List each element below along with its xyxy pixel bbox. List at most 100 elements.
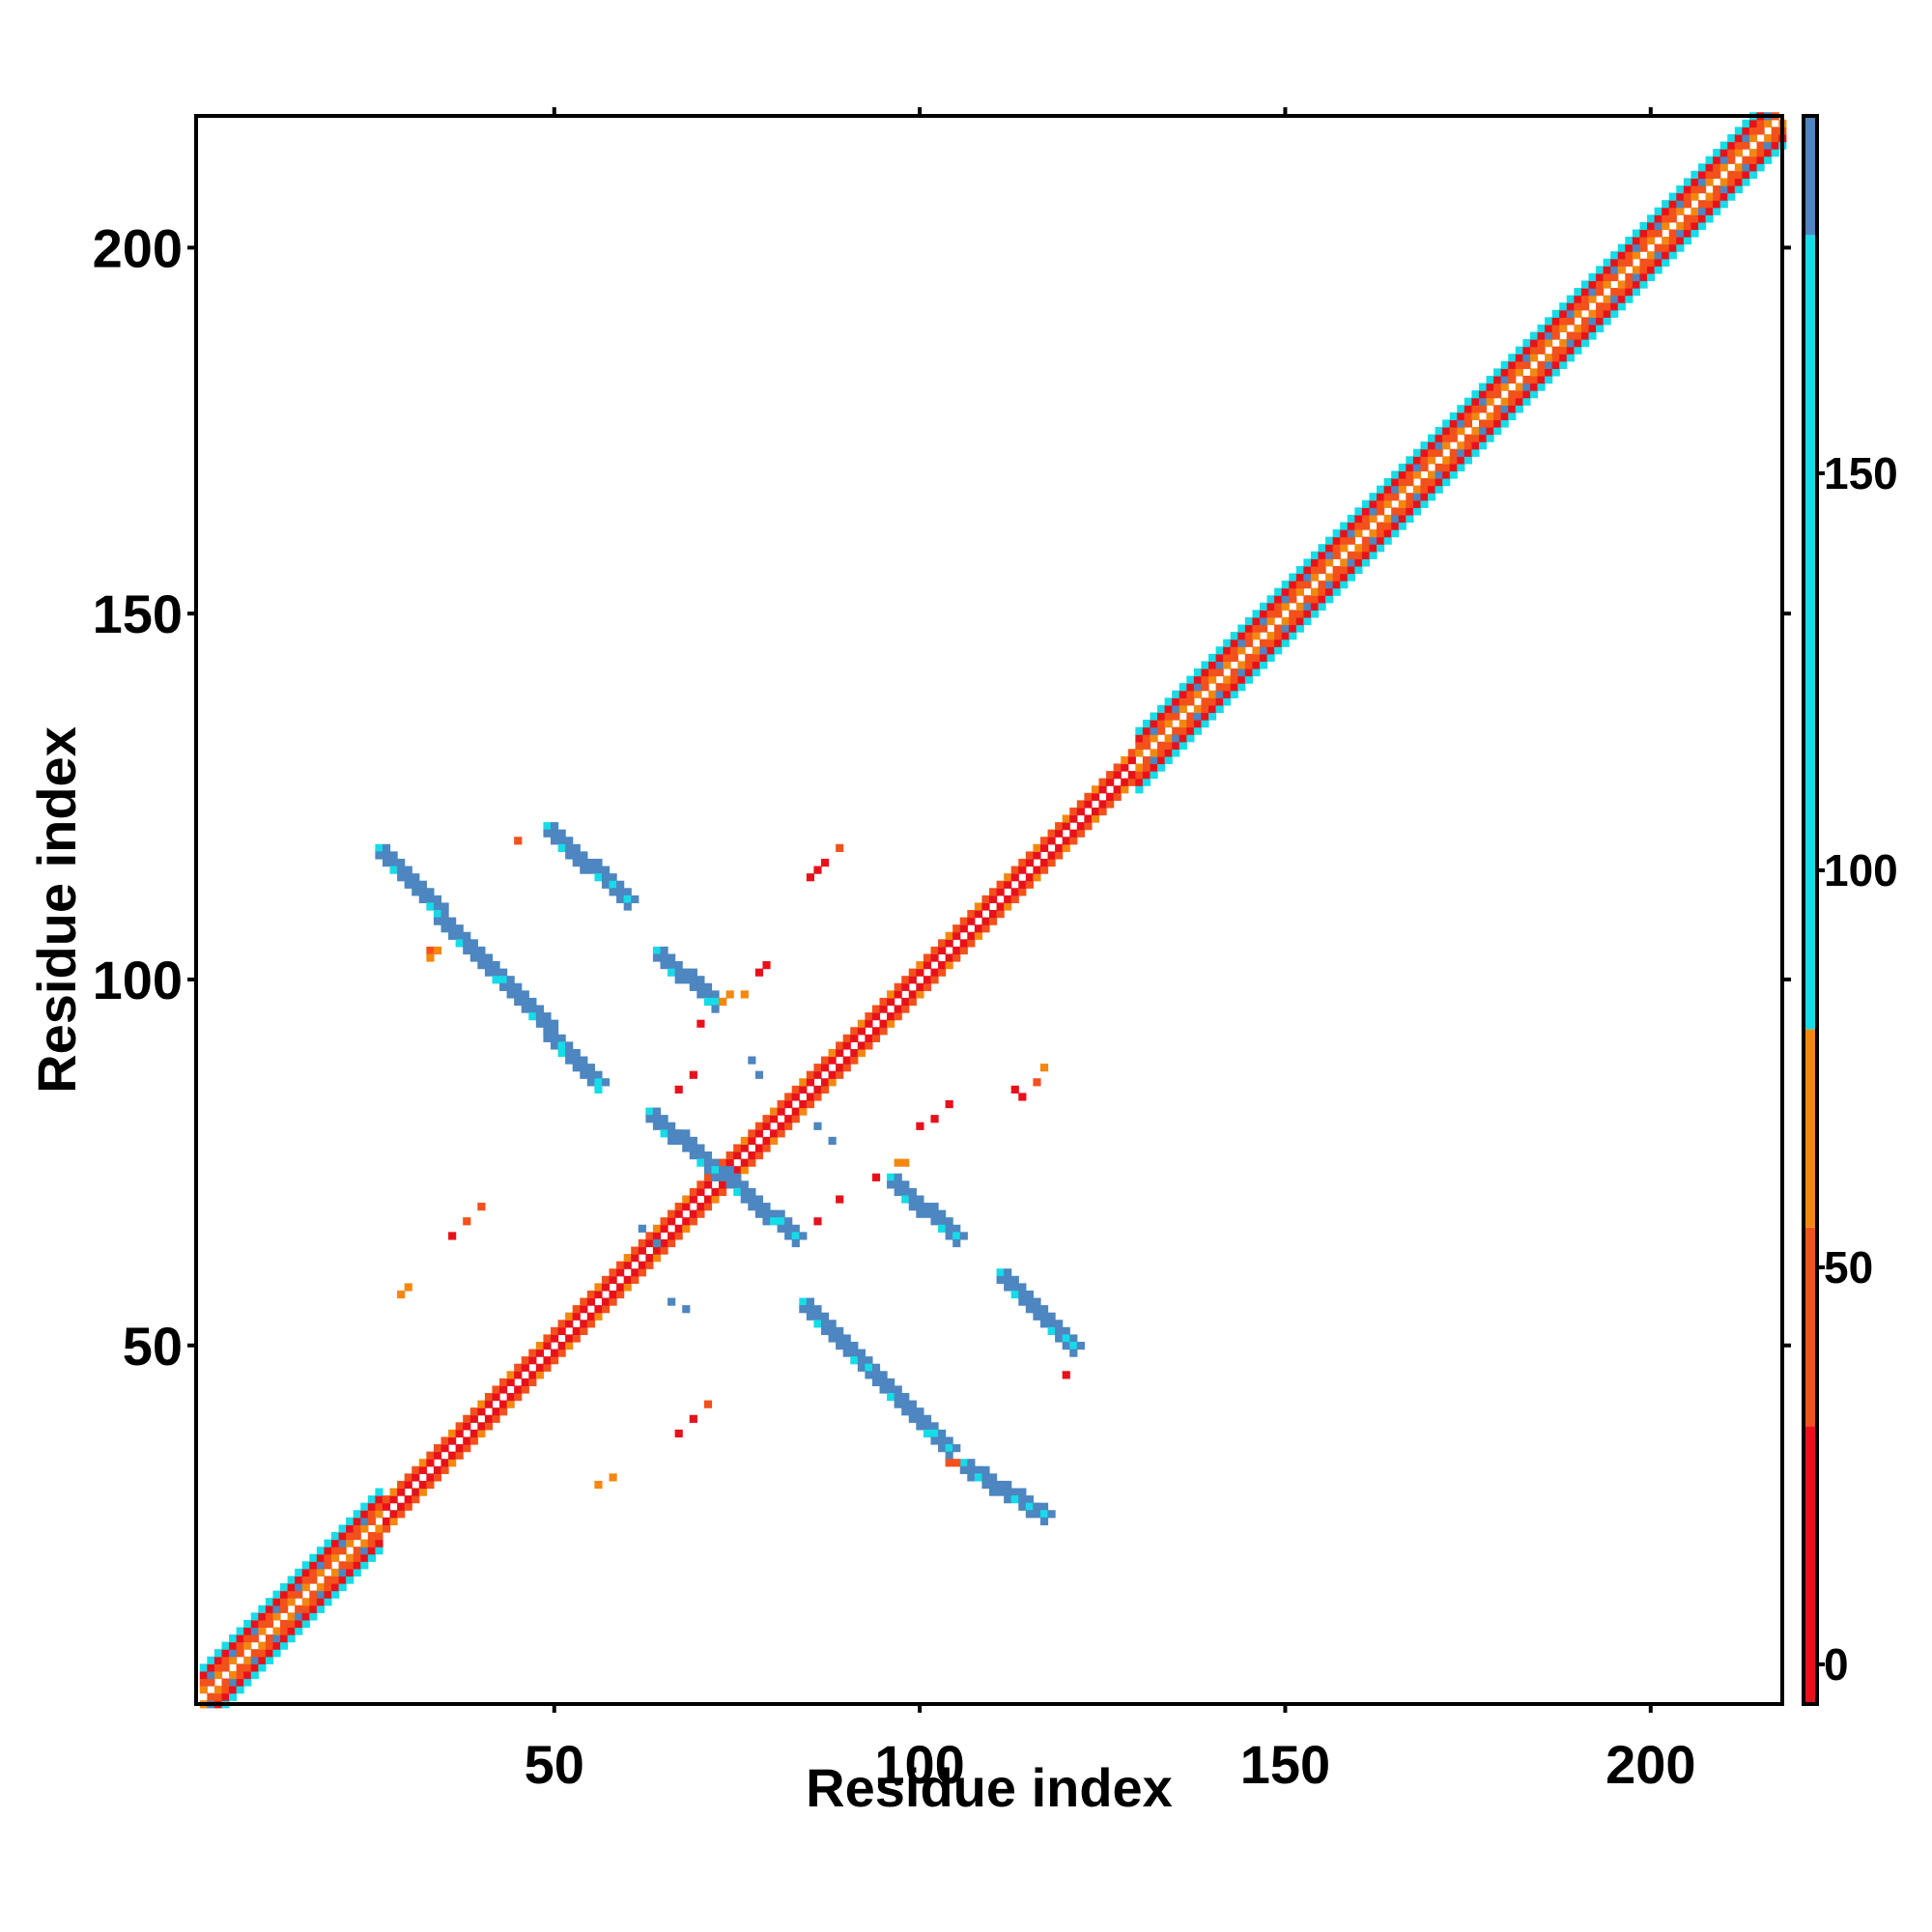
heatmap-cell (828, 1056, 837, 1065)
heatmap-cell (1135, 785, 1144, 794)
heatmap-cell (1062, 843, 1070, 852)
heatmap-cell (1588, 288, 1597, 297)
heatmap-cell (1266, 610, 1275, 618)
heatmap-cell (528, 1349, 537, 1357)
heatmap-cell (1033, 1297, 1041, 1306)
heatmap-cell (1603, 272, 1611, 282)
heatmap-cell (879, 1005, 888, 1013)
heatmap-cell (1406, 456, 1414, 465)
heatmap-cell (1522, 397, 1531, 406)
heatmap-cell (1018, 1297, 1027, 1306)
heatmap-cell (1713, 149, 1721, 157)
heatmap-cell (1252, 668, 1261, 677)
heatmap-cell (1668, 214, 1677, 223)
heatmap-cell (1683, 192, 1692, 201)
heatmap-cell (652, 946, 662, 955)
heatmap-cell (1545, 331, 1553, 340)
heatmap-cell (1215, 690, 1224, 698)
heatmap-cell (682, 968, 691, 977)
heatmap-cell (1705, 207, 1714, 215)
heatmap-cell (543, 1334, 552, 1343)
heatmap-cell (543, 829, 552, 838)
heatmap-cell (521, 1356, 529, 1365)
heatmap-cell (945, 939, 953, 948)
heatmap-cell (243, 1678, 252, 1687)
heatmap-cell (1106, 778, 1115, 786)
heatmap-cell (1632, 266, 1641, 274)
heatmap-cell (894, 982, 902, 991)
heatmap-cell (1406, 514, 1414, 524)
heatmap-cell (404, 873, 412, 882)
heatmap-cell (923, 961, 932, 970)
heatmap-cell (426, 1480, 435, 1490)
heatmap-cell (1193, 704, 1203, 714)
heatmap-cell (346, 1553, 355, 1562)
heatmap-cell (360, 1561, 369, 1570)
heatmap-cell (1055, 1326, 1064, 1336)
heatmap-cell (346, 1517, 355, 1525)
heatmap-cell (1449, 448, 1458, 457)
heatmap-cell (828, 1326, 837, 1336)
heatmap-cell (1690, 192, 1699, 201)
heatmap-cell (1062, 822, 1070, 831)
heatmap-cell (309, 1561, 318, 1570)
heatmap-cell (295, 1619, 303, 1629)
heatmap-cell (1566, 309, 1575, 318)
heatmap-cell (412, 873, 420, 882)
heatmap-cell (974, 902, 983, 911)
heatmap-cell (1347, 522, 1355, 530)
heatmap-cell (703, 1158, 713, 1167)
heatmap-cell (1529, 331, 1539, 340)
heatmap-cell (1545, 354, 1553, 362)
heatmap-cell (923, 953, 932, 962)
heatmap-cell (1478, 405, 1488, 413)
heatmap-cell (631, 895, 639, 904)
heatmap-cell (1091, 814, 1100, 823)
heatmap-cell (360, 1510, 369, 1519)
heatmap-cell (433, 1451, 442, 1460)
heatmap-cell (353, 1547, 361, 1555)
heatmap-cell (1004, 1268, 1012, 1277)
heatmap-cell (908, 1414, 917, 1423)
heatmap-cell (777, 1122, 785, 1130)
heatmap-cell (996, 910, 1005, 919)
heatmap-cell (367, 1495, 376, 1504)
heatmap-cell (740, 990, 749, 999)
heatmap-cell (528, 1005, 537, 1013)
heatmap-cell (1062, 814, 1070, 823)
heatmap-cell (1625, 237, 1634, 245)
heatmap-cell (1545, 360, 1553, 369)
heatmap-cell (1208, 704, 1217, 714)
heatmap-cell (1252, 632, 1261, 640)
heatmap-cell (952, 924, 961, 933)
heatmap-cell (1713, 192, 1721, 201)
heatmap-cell (250, 1619, 259, 1629)
heatmap-cell (353, 1561, 361, 1570)
heatmap-cell (1289, 573, 1297, 582)
heatmap-cell (1719, 141, 1728, 150)
heatmap-cell (850, 1034, 859, 1042)
heatmap-cell (1091, 807, 1100, 816)
heatmap-cell (1332, 529, 1341, 538)
heatmap-cell (426, 953, 435, 962)
heatmap-cell (1274, 602, 1283, 611)
heatmap-cell (272, 1605, 281, 1613)
heatmap-cell (1522, 383, 1531, 391)
heatmap-cell (1668, 200, 1677, 209)
heatmap-cell (894, 990, 902, 999)
heatmap-cell (1377, 499, 1385, 508)
heatmap-cell (1617, 288, 1626, 297)
heatmap-cell (586, 1312, 595, 1321)
heatmap-cell (1493, 390, 1502, 399)
heatmap-cell (1471, 405, 1480, 413)
heatmap-cell (682, 1305, 691, 1314)
heatmap-cell (1435, 434, 1443, 442)
heatmap-cell (1580, 339, 1590, 348)
heatmap-cell (901, 976, 910, 984)
heatmap-cell (1010, 895, 1019, 904)
heatmap-cell (1493, 426, 1502, 436)
heatmap-cell (938, 1436, 947, 1445)
heatmap-cell (806, 1099, 814, 1109)
heatmap-cell (945, 1232, 953, 1240)
heatmap-cell (309, 1568, 318, 1577)
